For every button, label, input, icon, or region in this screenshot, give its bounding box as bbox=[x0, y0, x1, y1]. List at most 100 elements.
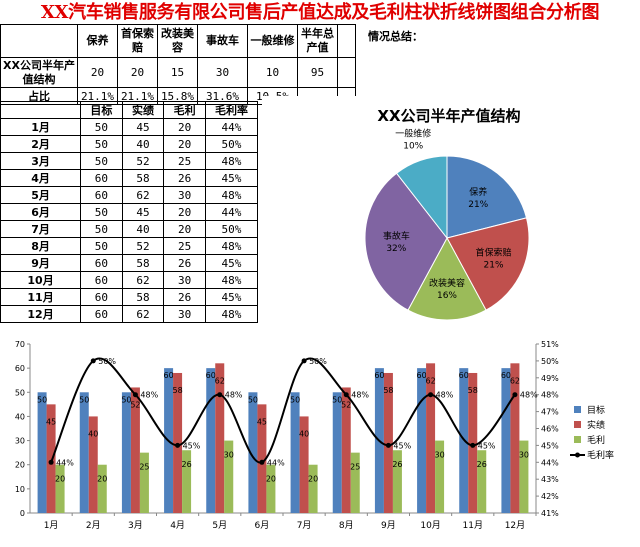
target-cell: 60 bbox=[80, 288, 123, 306]
x-tick-label: 7月 bbox=[297, 520, 312, 531]
bar-data-label: 60 bbox=[459, 371, 469, 380]
bar-data-label: 60 bbox=[416, 371, 426, 380]
y-tick-label: 70 bbox=[15, 340, 25, 349]
bar bbox=[308, 464, 318, 513]
combo-chart-panel: 0 10 20 30 40 50 60 70 41% 42% 43% 44% 45% 46% 47% 48% 4… bbox=[0, 330, 640, 543]
pie-slice-category-label: 改装美容 bbox=[429, 277, 465, 289]
bar-data-label: 52 bbox=[130, 400, 140, 409]
y2-tick-label: 49% bbox=[541, 374, 559, 383]
bar-data-label: 30 bbox=[519, 451, 529, 460]
table-row: 8月 50 52 25 48% bbox=[0, 237, 259, 255]
pie-slice bbox=[364, 172, 448, 311]
bar-data-label: 40 bbox=[299, 429, 309, 438]
header-target: 目标 bbox=[80, 101, 123, 119]
rate-cell: 45% bbox=[204, 169, 259, 187]
profit-cell: 30 bbox=[163, 271, 206, 289]
legend-label: 目标 bbox=[587, 404, 605, 416]
bar-data-label: 52 bbox=[341, 400, 351, 409]
bar-data-label: 20 bbox=[266, 475, 276, 484]
y-tick-label: 50 bbox=[15, 388, 25, 397]
line-data-label: 50% bbox=[309, 357, 327, 366]
actual-cell: 58 bbox=[121, 169, 165, 187]
x-tick-label: 10月 bbox=[420, 520, 440, 531]
y2-tick-label: 46% bbox=[541, 425, 559, 434]
actual-cell: 45 bbox=[121, 118, 165, 136]
actual-cell: 62 bbox=[121, 271, 165, 289]
y-tick-label: 60 bbox=[15, 364, 25, 373]
table-row: 1月 50 45 20 44% bbox=[0, 118, 259, 136]
x-tick-label: 1月 bbox=[44, 520, 59, 531]
rate-cell: 45% bbox=[204, 288, 259, 306]
bar bbox=[46, 404, 56, 513]
profit-cell: 20 bbox=[163, 135, 206, 153]
month-cell: 11月 bbox=[0, 288, 82, 306]
bar bbox=[290, 392, 300, 513]
bar bbox=[435, 440, 445, 513]
target-cell: 60 bbox=[80, 305, 123, 323]
target-cell: 50 bbox=[80, 220, 123, 238]
y2-tick-label: 42% bbox=[541, 492, 559, 501]
line-data-label: 48% bbox=[140, 391, 158, 400]
value-cell: 10 bbox=[247, 57, 298, 88]
profit-cell: 30 bbox=[163, 186, 206, 204]
y-tick-label: 0 bbox=[20, 509, 25, 518]
combo-chart: 01020304050607041%42%43%44%45%46%47%48%4… bbox=[15, 340, 614, 531]
y2-tick-label: 48% bbox=[541, 391, 559, 400]
pie-slice bbox=[395, 155, 448, 240]
table-row: 10月 60 62 30 48% bbox=[0, 271, 259, 289]
table-row: 6月 50 45 20 44% bbox=[0, 203, 259, 221]
corner-cell bbox=[0, 101, 82, 119]
pie-slice bbox=[446, 217, 530, 311]
pie-slice-category-label: 一般维修 bbox=[395, 128, 431, 140]
line-point bbox=[343, 392, 349, 398]
pie-slice-percent-label: 21% bbox=[484, 260, 504, 270]
bar bbox=[139, 452, 149, 513]
actual-cell: 40 bbox=[121, 135, 165, 153]
y2-tick-label: 44% bbox=[541, 458, 559, 467]
bar-data-label: 20 bbox=[308, 475, 318, 484]
bar-data-label: 45 bbox=[46, 417, 56, 426]
table-row: 5月 60 62 30 48% bbox=[0, 186, 259, 204]
month-cell: 5月 bbox=[0, 186, 82, 204]
bar-data-label: 40 bbox=[88, 429, 98, 438]
target-cell: 50 bbox=[80, 203, 123, 221]
header-yibanweixiu: 一般维修 bbox=[247, 24, 298, 58]
bar-data-label: 20 bbox=[97, 475, 107, 484]
month-cell: 7月 bbox=[0, 220, 82, 238]
share-cell: 31.6% bbox=[197, 87, 248, 105]
x-tick-label: 5月 bbox=[212, 520, 227, 531]
bar-data-label: 30 bbox=[224, 451, 234, 460]
pie-slice-percent-label: 21% bbox=[468, 200, 488, 210]
pie-slice-category-label: 事故车 bbox=[383, 230, 410, 242]
pie-slice-percent-label: 32% bbox=[386, 244, 406, 254]
target-cell: 50 bbox=[80, 237, 123, 255]
month-cell: 10月 bbox=[0, 271, 82, 289]
y2-tick-label: 41% bbox=[541, 509, 559, 518]
x-tick-label: 3月 bbox=[128, 520, 143, 531]
rate-cell: 50% bbox=[204, 220, 259, 238]
bar-data-label: 50 bbox=[290, 395, 300, 404]
profit-cell: 26 bbox=[163, 288, 206, 306]
legend-line-marker bbox=[575, 452, 580, 458]
header-baoyang: 保养 bbox=[77, 24, 118, 58]
x-tick-label: 11月 bbox=[463, 520, 483, 531]
bar bbox=[426, 363, 436, 513]
month-cell: 8月 bbox=[0, 237, 82, 255]
bar bbox=[130, 387, 140, 513]
corner-cell bbox=[0, 24, 78, 58]
line-point bbox=[132, 392, 138, 398]
legend-label: 毛利率 bbox=[587, 449, 614, 461]
line-data-label: 45% bbox=[183, 441, 201, 450]
value-cell: 30 bbox=[197, 57, 248, 88]
bar-data-label: 58 bbox=[172, 386, 182, 395]
header-actual: 实绩 bbox=[121, 101, 165, 119]
y-tick-label: 30 bbox=[15, 437, 25, 446]
value-cell: 20 bbox=[117, 57, 158, 88]
bar bbox=[477, 450, 487, 513]
pie-slice-percent-label: 10% bbox=[403, 142, 423, 152]
bar bbox=[121, 392, 131, 513]
pie-chart-panel: XX公司半年产值结构 保养 21% 首保索赔 21% 改装美容 16% 事故车 32% 一般维修 1… bbox=[262, 96, 636, 328]
actual-cell: 45 bbox=[121, 203, 165, 221]
page-title: XX汽车销售服务有限公司售后产值达成及毛利柱状折线饼图组合分析图 bbox=[40, 2, 600, 23]
